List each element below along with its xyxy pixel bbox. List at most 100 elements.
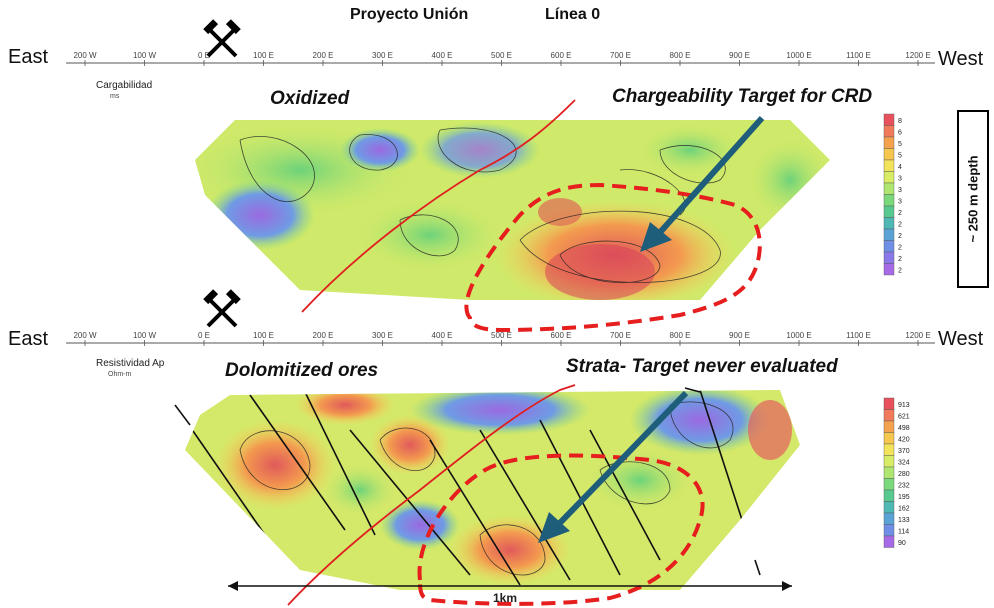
legend-swatch xyxy=(883,194,895,207)
axis-tick-label: 100 E xyxy=(253,51,274,60)
crossed-hammers-icon xyxy=(203,19,241,58)
scale-label: 1km xyxy=(493,591,517,605)
legend-swatch xyxy=(883,148,895,161)
legend-value: 90 xyxy=(898,540,906,547)
legend-value: 8 xyxy=(898,118,902,125)
bottom-panel-unit: Ohm-m xyxy=(108,371,132,378)
axis-tick-label: 600 E xyxy=(551,331,572,340)
legend-swatch xyxy=(883,171,895,184)
fault-line-top xyxy=(301,99,576,313)
legend-swatch xyxy=(883,205,895,218)
legend-swatch xyxy=(883,443,895,456)
target-arrow-top xyxy=(640,116,765,252)
legend-value: 5 xyxy=(898,153,902,160)
legend-swatch xyxy=(883,409,895,422)
axis-tick-label: 1000 E xyxy=(786,331,811,340)
axis-tick-label: 1200 E xyxy=(905,51,930,60)
legend-value: 4 xyxy=(898,164,902,171)
axis-tick-label: 400 E xyxy=(432,331,453,340)
legend-swatch xyxy=(883,125,895,138)
axis-tick-label: 700 E xyxy=(610,51,631,60)
legend-value: 2 xyxy=(898,210,902,217)
legend-value: 114 xyxy=(898,529,909,536)
axis-tick-label: 200 W xyxy=(73,51,97,60)
axis-tick-label: 0 E xyxy=(198,331,210,340)
axis-tick-label: 1200 E xyxy=(905,331,930,340)
target-arrow-bottom xyxy=(538,390,689,543)
fault-lines-bottom xyxy=(174,387,761,576)
oxidized-annotation: Oxidized xyxy=(270,88,350,109)
legend-swatch xyxy=(883,113,895,126)
top-panel-unit: ms xyxy=(110,93,120,100)
legend-value: 6 xyxy=(898,130,902,137)
legend-value: 195 xyxy=(898,494,910,501)
axis-tick-label: 700 E xyxy=(610,331,631,340)
axis-tick-label: 200 E xyxy=(313,331,334,340)
legend-value: 913 xyxy=(898,402,910,409)
legend-swatch xyxy=(883,136,895,149)
legend-value: 498 xyxy=(898,425,910,432)
axis-tick-label: 1100 E xyxy=(846,331,871,340)
legend-swatch xyxy=(883,182,895,195)
axis-tick-label: 300 E xyxy=(372,51,393,60)
strata-target-outline xyxy=(417,453,705,606)
legend-value: 370 xyxy=(898,448,910,455)
west-label-bottom: West xyxy=(938,328,984,350)
legend-value: 232 xyxy=(898,483,910,490)
legend-value: 2 xyxy=(898,245,902,252)
legend-swatch xyxy=(883,535,895,548)
legend-value: 621 xyxy=(898,414,910,421)
scale-bar: 1km xyxy=(228,581,792,605)
legend-swatch xyxy=(883,397,895,410)
west-label-top: West xyxy=(938,48,984,70)
legend-swatch xyxy=(883,432,895,445)
line-title: Línea 0 xyxy=(545,6,601,23)
legend-swatch xyxy=(883,478,895,491)
axis-tick-label: 0 E xyxy=(198,51,210,60)
axis-tick-label: 600 E xyxy=(551,51,572,60)
legend-swatch xyxy=(883,263,895,276)
legend-swatch xyxy=(883,240,895,253)
legend-swatch xyxy=(883,524,895,537)
axis-tick-label: 500 E xyxy=(491,331,512,340)
axis-tick-label: 900 E xyxy=(729,331,750,340)
top-axis: 200 W 100 W 0 E 100 E 200 E 300 E 400 E 500 E 60… xyxy=(66,51,935,66)
strata-target-annotation: Strata- Target never evaluated xyxy=(566,356,838,377)
legend-swatch xyxy=(883,466,895,479)
depth-scale-box: ~ 250 m depth xyxy=(957,110,989,288)
project-title: Proyecto Unión xyxy=(350,6,469,23)
axis-tick-label: 200 E xyxy=(313,51,334,60)
bottom-panel-title: Resistividad Ap xyxy=(96,358,165,369)
legend-swatch xyxy=(883,489,895,502)
legend-swatch xyxy=(883,159,895,172)
axis-tick-label: 400 E xyxy=(432,51,453,60)
axis-tick-label: 100 E xyxy=(253,331,274,340)
fault-line-bottom xyxy=(287,384,576,606)
crossed-hammers-icon xyxy=(203,289,241,328)
legend-value: 420 xyxy=(898,437,910,444)
east-label-bottom: East xyxy=(8,328,49,350)
legend-swatch xyxy=(883,501,895,514)
legend-value: 2 xyxy=(898,233,902,240)
axis-tick-label: 1100 E xyxy=(846,51,871,60)
legend-value: 2 xyxy=(898,268,902,275)
legend-swatch xyxy=(883,217,895,230)
legend-swatch xyxy=(883,251,895,264)
chargeability-target-annotation: Chargeability Target for CRD xyxy=(612,86,873,107)
legend-swatch xyxy=(883,228,895,241)
axis-tick-label: 900 E xyxy=(729,51,750,60)
legend-value: 3 xyxy=(898,176,902,183)
chargeability-legend: 8 6 5 5 4 3 3 3 2 2 2 2 2 2 xyxy=(883,113,902,276)
legend-value: 3 xyxy=(898,187,902,194)
axis-tick-label: 1000 E xyxy=(786,51,811,60)
legend-swatch xyxy=(883,512,895,525)
axis-tick-label: 200 W xyxy=(73,331,97,340)
chargeability-target-outline xyxy=(464,182,762,333)
resistivity-section xyxy=(185,390,800,590)
legend-value: 2 xyxy=(898,256,902,263)
dolomitized-annotation: Dolomitized ores xyxy=(225,360,379,381)
legend-value: 324 xyxy=(898,460,910,467)
legend-value: 162 xyxy=(898,506,910,513)
axis-tick-label: 100 W xyxy=(133,331,157,340)
